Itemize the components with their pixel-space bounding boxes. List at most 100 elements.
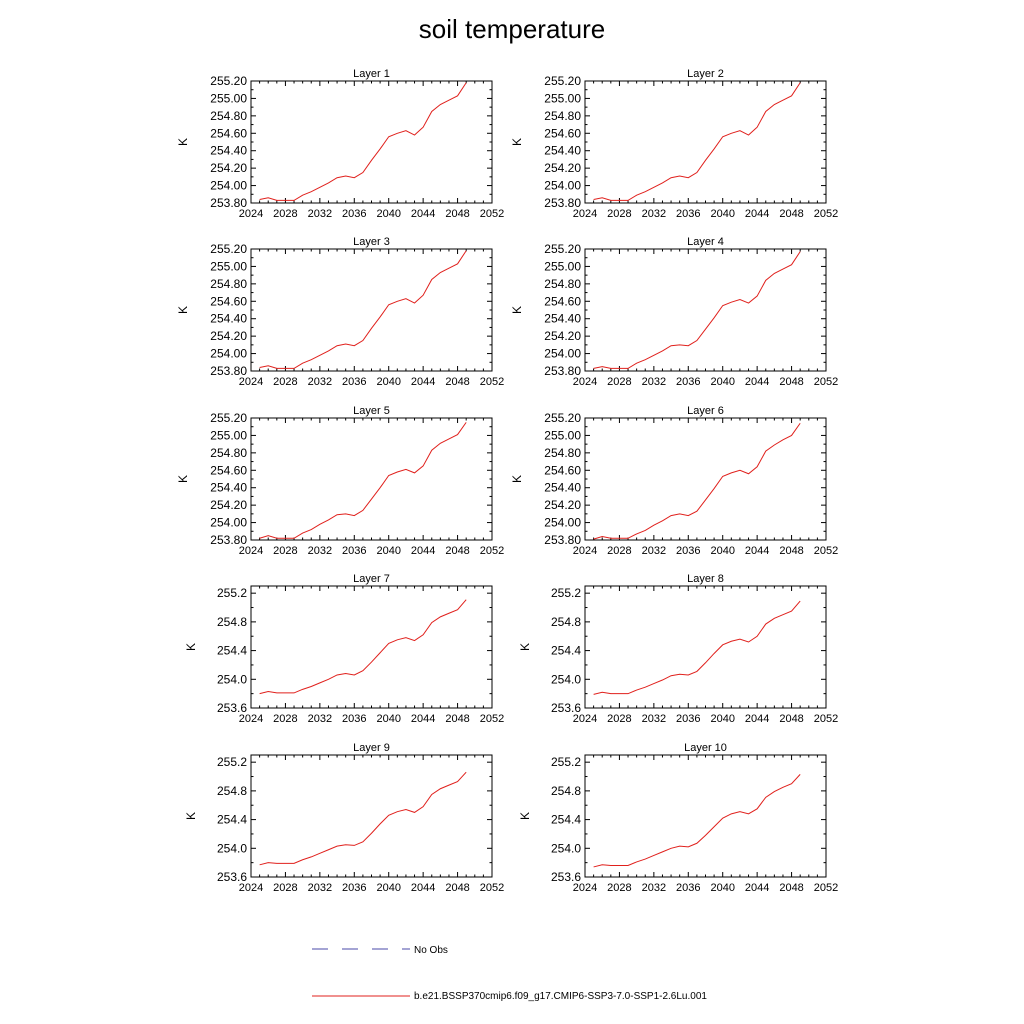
layer-1-ylabel: K [176, 138, 190, 146]
layer-5-panel: Layer 5 2024 2028 2032 2036 2040 2044 2048 2052 2… [176, 405, 504, 557]
layer-7-xtick-label: 2028 [273, 713, 297, 725]
layer-6-ytick-label: 254.40 [544, 481, 581, 495]
layer-2-xtick-label: 2036 [676, 208, 700, 220]
layer-9-ytick-label: 255.2 [217, 755, 247, 769]
layer-4-series-line [593, 251, 801, 369]
layer-9-xtick-label: 2036 [342, 882, 366, 894]
layer-8-frame [584, 585, 827, 709]
layer-3-ylabel: K [176, 306, 190, 314]
layer-9-xtick-label: 2040 [376, 882, 400, 894]
layer-3-ytick-label: 254.40 [210, 312, 247, 326]
layer-1-ytick-label: 254.80 [210, 109, 247, 123]
layer-8-xtick-label: 2036 [676, 713, 700, 725]
layer-7-title: Layer 7 [353, 573, 390, 585]
layer-3-ytick-label: 255.00 [210, 259, 247, 273]
layer-7-ytick-label: 254.8 [217, 615, 247, 629]
layer-4-xtick-label: 2044 [745, 376, 769, 388]
layer-9-ytick-label: 254.0 [217, 841, 247, 855]
layer-8-xtick-label: 2028 [607, 713, 631, 725]
layer-2-xtick-label: 2032 [642, 208, 666, 220]
layer-4-ytick-label: 255.20 [544, 242, 581, 256]
layer-1-xtick-label: 2024 [239, 208, 263, 220]
layer-10-panel: Layer 10 2024 2028 2032 2036 2040 2044 2048 2052… [518, 742, 838, 894]
layer-9-ytick-label: 254.4 [217, 813, 247, 827]
layer-7-xtick-label: 2044 [411, 713, 435, 725]
layer-10-xtick-label: 2036 [676, 882, 700, 894]
layer-4-ytick-label: 255.00 [544, 259, 581, 273]
layer-3-ytick-label: 255.20 [210, 242, 247, 256]
layer-8-ytick-label: 255.2 [551, 586, 581, 600]
layer-8-ytick-label: 254.4 [551, 644, 581, 658]
layer-4-xtick-label: 2048 [779, 376, 803, 388]
layer-2-xtick-label: 2040 [710, 208, 734, 220]
layer-7-ytick-label: 254.0 [217, 672, 247, 686]
layer-10-ytick-label: 254.0 [551, 841, 581, 855]
layer-1-ytick-label: 254.00 [210, 179, 247, 193]
layer-9-ytick-label: 254.8 [217, 784, 247, 798]
layer-1-panel: Layer 1 2024 2028 2032 2036 2040 2044 2048 2052 2… [176, 68, 504, 220]
layer-4-xtick-label: 2052 [814, 376, 838, 388]
layer-8-xtick-label: 2024 [573, 713, 597, 725]
layer-1-xtick-label: 2040 [376, 208, 400, 220]
layer-2-ytick-label: 254.60 [544, 126, 581, 140]
layer-6-xtick-label: 2036 [676, 545, 700, 557]
layer-1-ytick-label: 255.00 [210, 91, 247, 105]
layer-10-title: Layer 10 [684, 742, 727, 754]
layer-5-ylabel: K [176, 475, 190, 483]
layer-2-title: Layer 2 [687, 68, 724, 80]
layer-5-ytick-label: 255.20 [210, 411, 247, 425]
layer-5-title: Layer 5 [353, 405, 390, 417]
layer-9-xtick-label: 2028 [273, 882, 297, 894]
layer-8-ylabel: K [518, 643, 532, 651]
layer-2-ytick-label: 254.40 [544, 144, 581, 158]
layer-9-panel: Layer 9 2024 2028 2032 2036 2040 2044 2048 2052 2… [184, 742, 504, 894]
layer-10-xtick-label: 2024 [573, 882, 597, 894]
layer-5-xtick-label: 2052 [480, 545, 504, 557]
layer-1-xtick-label: 2048 [445, 208, 469, 220]
layer-5-xtick-label: 2028 [273, 545, 297, 557]
layer-8-xtick-label: 2040 [710, 713, 734, 725]
layer-10-xtick-label: 2048 [779, 882, 803, 894]
layer-6-ylabel: K [510, 475, 524, 483]
layer-5-xtick-label: 2024 [239, 545, 263, 557]
layer-4-frame [584, 248, 827, 372]
layer-10-ytick-label: 254.4 [551, 813, 581, 827]
layer-10-series-line [593, 774, 801, 868]
layer-4-ytick-label: 254.00 [544, 347, 581, 361]
page-title: soil temperature [418, 14, 606, 44]
layer-5-ytick-label: 254.40 [210, 481, 247, 495]
layer-6-xtick-label: 2048 [779, 545, 803, 557]
layer-3-xtick-label: 2036 [342, 376, 366, 388]
layer-1-frame [250, 80, 493, 204]
layer-4-xtick-label: 2032 [642, 376, 666, 388]
layer-1-ytick-label: 255.20 [210, 74, 247, 88]
layer-9-xtick-label: 2052 [480, 882, 504, 894]
layer-1-title: Layer 1 [353, 68, 390, 80]
layer-10-xtick-label: 2040 [710, 882, 734, 894]
layer-8-xtick-label: 2044 [745, 713, 769, 725]
layer-7-series-line [259, 599, 467, 695]
layer-8-ytick-label: 253.6 [551, 701, 581, 715]
layer-3-ytick-label: 254.80 [210, 277, 247, 291]
layer-3-frame [250, 248, 493, 372]
layer-8-xtick-label: 2048 [779, 713, 803, 725]
layer-4-ytick-label: 253.80 [544, 364, 581, 378]
layer-8-ytick-label: 254.8 [551, 615, 581, 629]
layer-5-xtick-label: 2032 [308, 545, 332, 557]
layer-3-xtick-label: 2052 [480, 376, 504, 388]
layer-1-ytick-label: 254.60 [210, 126, 247, 140]
layer-1-xtick-label: 2036 [342, 208, 366, 220]
layer-2-xtick-label: 2048 [779, 208, 803, 220]
layer-2-series-line [593, 82, 801, 201]
layer-5-xtick-label: 2040 [376, 545, 400, 557]
layer-10-frame [584, 754, 827, 878]
layer-3-xtick-label: 2032 [308, 376, 332, 388]
layer-6-xtick-label: 2028 [607, 545, 631, 557]
layer-3-ytick-label: 254.60 [210, 294, 247, 308]
layer-6-title: Layer 6 [687, 405, 724, 417]
layer-6-panel: Layer 6 2024 2028 2032 2036 2040 2044 2048 2052 2… [510, 405, 838, 557]
layer-7-xtick-label: 2052 [480, 713, 504, 725]
layer-6-xtick-label: 2044 [745, 545, 769, 557]
layer-6-xtick-label: 2032 [642, 545, 666, 557]
